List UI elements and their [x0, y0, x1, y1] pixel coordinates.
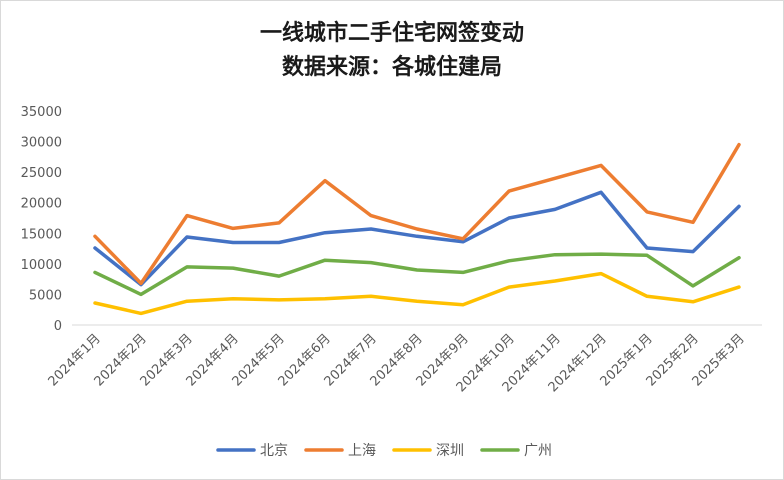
y-tick-label: 30000 — [21, 136, 62, 151]
legend-label: 广州 — [524, 443, 552, 459]
y-tick-label: 0 — [54, 319, 62, 334]
legend-label: 深圳 — [436, 443, 464, 459]
y-tick-label: 5000 — [29, 288, 62, 303]
y-tick-label: 35000 — [21, 105, 62, 120]
series-line-上海 — [93, 142, 741, 286]
legend: 北京 上海 深圳 广州 — [216, 443, 552, 459]
y-tick-label: 20000 — [21, 197, 62, 212]
series-line-北京 — [93, 190, 741, 287]
y-tick-label: 10000 — [21, 258, 62, 273]
y-tick-label: 25000 — [21, 166, 62, 181]
y-tick-label: 15000 — [21, 227, 62, 242]
plot-area — [93, 142, 741, 316]
series-line-广州 — [93, 252, 741, 297]
legend-label: 上海 — [348, 443, 376, 459]
legend-label: 北京 — [260, 443, 288, 459]
chart-subtitle: 数据来源：各城住建局 — [282, 54, 502, 80]
series-line-深圳 — [93, 271, 741, 316]
chart-title: 一线城市二手住宅网签变动 — [260, 20, 524, 46]
y-axis: 0 5000 10000 15000 20000 25000 30000 35000 — [21, 105, 62, 334]
